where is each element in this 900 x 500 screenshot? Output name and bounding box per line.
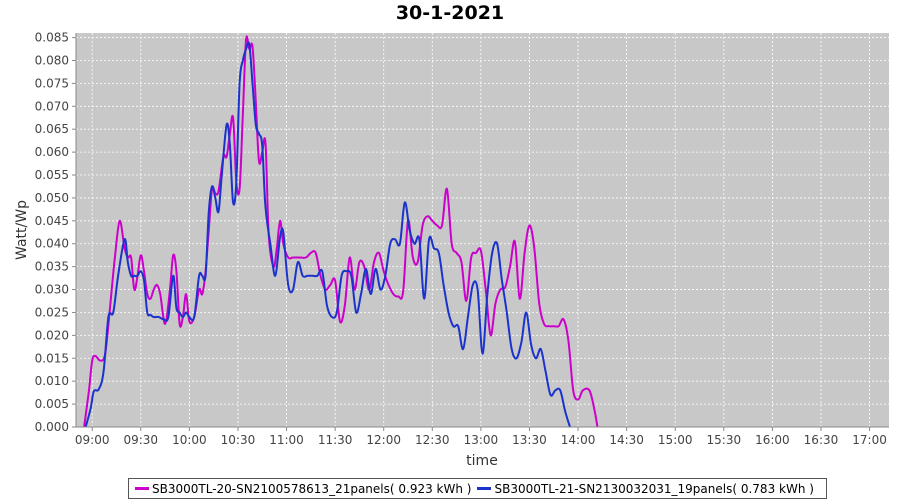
y-axis-title: Watt/Wp (14, 200, 30, 260)
y-tick-label: 0.050 (35, 191, 69, 205)
chart-title: 30-1-2021 (395, 2, 505, 24)
legend-item-series-1: SB3000TL-20-SN2100578613_21panels( 0.923… (135, 482, 471, 496)
x-tick-label: 11:30 (318, 433, 353, 447)
y-tick-label: 0.030 (35, 283, 69, 297)
x-tick-label: 10:30 (221, 433, 256, 447)
x-tick-label: 16:00 (755, 433, 790, 447)
x-tick-label: 09:30 (123, 433, 158, 447)
x-tick-label: 12:30 (415, 433, 450, 447)
y-tick-label: 0.060 (35, 145, 69, 159)
x-tick-label: 15:30 (707, 433, 742, 447)
x-tick-label: 14:00 (561, 433, 596, 447)
x-tick-label: 13:00 (464, 433, 499, 447)
x-tick-label: 16:30 (804, 433, 839, 447)
y-tick-label: 0.040 (35, 237, 69, 251)
y-axis-ticks: 0.000 0.005 0.010 0.015 0.020 0.025 0.030 0.035… (35, 31, 76, 434)
y-tick-label: 0.005 (35, 397, 69, 411)
y-tick-label: 0.070 (35, 99, 69, 113)
y-tick-label: 0.010 (35, 374, 69, 388)
x-tick-label: 13:30 (512, 433, 547, 447)
y-tick-label: 0.065 (35, 122, 69, 136)
x-tick-label: 12:00 (366, 433, 401, 447)
x-tick-label: 09:00 (75, 433, 110, 447)
grid-lines (76, 33, 889, 428)
legend: SB3000TL-20-SN2100578613_21panels( 0.923… (128, 478, 827, 499)
y-tick-label: 0.075 (35, 76, 69, 90)
series-line-2 (84, 41, 571, 428)
legend-label-series-1: SB3000TL-20-SN2100578613_21panels( 0.923… (152, 481, 472, 496)
y-tick-label: 0.025 (35, 305, 69, 319)
x-tick-label: 14:30 (609, 433, 644, 447)
legend-item-series-2: SB3000TL-21-SN2130032031_19panels( 0.783… (477, 481, 814, 496)
y-tick-label: 0.035 (35, 260, 69, 274)
legend-swatch-series-1 (135, 487, 149, 490)
y-tick-label: 0.000 (35, 420, 69, 434)
series-line-1 (83, 35, 599, 428)
x-axis-ticks: 09:00 09:30 10:00 10:30 11:00 11:30 12:00 12:30… (75, 427, 887, 447)
plot-area (76, 33, 889, 427)
y-tick-label: 0.020 (35, 328, 69, 342)
y-tick-label: 0.055 (35, 168, 69, 182)
y-tick-label: 0.045 (35, 214, 69, 228)
x-tick-label: 17:00 (852, 433, 887, 447)
series-lines (83, 35, 599, 428)
legend-label-series-2: SB3000TL-21-SN2130032031_19panels( 0.783… (494, 481, 814, 496)
y-tick-label: 0.015 (35, 351, 69, 365)
x-tick-label: 15:00 (658, 433, 693, 447)
y-tick-label: 0.080 (35, 53, 69, 67)
x-axis-title: time (466, 453, 498, 469)
y-tick-label: 0.085 (35, 31, 69, 45)
x-tick-label: 11:00 (269, 433, 304, 447)
x-tick-label: 10:00 (172, 433, 207, 447)
legend-swatch-series-2 (477, 487, 492, 490)
